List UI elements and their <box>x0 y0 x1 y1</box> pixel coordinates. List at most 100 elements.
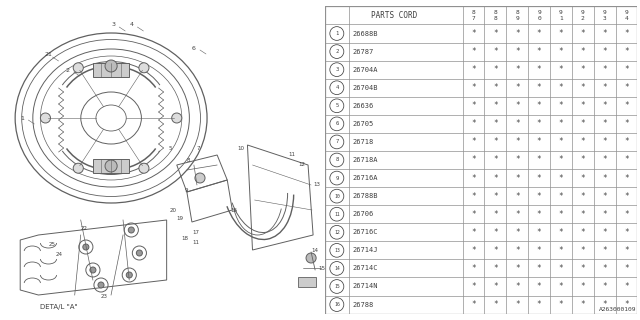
Text: *: * <box>537 101 541 110</box>
Text: 15: 15 <box>334 284 340 289</box>
Circle shape <box>40 113 51 123</box>
Text: 26788B: 26788B <box>352 193 378 199</box>
Text: *: * <box>602 264 607 273</box>
Text: *: * <box>471 156 476 164</box>
Text: *: * <box>537 83 541 92</box>
Text: *: * <box>537 300 541 309</box>
Text: *: * <box>559 29 563 38</box>
Circle shape <box>136 250 143 256</box>
Text: *: * <box>624 246 629 255</box>
Text: 26716A: 26716A <box>352 175 378 181</box>
Text: *: * <box>493 228 498 237</box>
Text: *: * <box>602 156 607 164</box>
Text: *: * <box>515 29 520 38</box>
Text: 26688B: 26688B <box>352 30 378 36</box>
Text: 10: 10 <box>334 194 340 199</box>
Text: *: * <box>493 282 498 291</box>
Text: *: * <box>537 65 541 74</box>
Text: 10: 10 <box>237 146 244 150</box>
Text: *: * <box>580 173 585 183</box>
Circle shape <box>73 63 83 73</box>
Text: 5: 5 <box>169 146 172 150</box>
Text: *: * <box>515 137 520 147</box>
Text: *: * <box>493 156 498 164</box>
Text: *: * <box>471 192 476 201</box>
Circle shape <box>98 282 104 288</box>
Text: *: * <box>493 192 498 201</box>
Text: 26636: 26636 <box>352 103 374 109</box>
Text: 9: 9 <box>625 10 628 15</box>
Circle shape <box>90 267 96 273</box>
Text: *: * <box>471 101 476 110</box>
Text: 26787: 26787 <box>352 49 374 55</box>
Text: *: * <box>559 119 563 128</box>
Text: *: * <box>602 192 607 201</box>
Text: 2: 2 <box>66 68 70 73</box>
Circle shape <box>73 163 83 173</box>
Text: DETA/L "A": DETA/L "A" <box>40 304 77 310</box>
Text: 3: 3 <box>111 22 115 28</box>
Text: *: * <box>559 282 563 291</box>
Text: *: * <box>559 173 563 183</box>
Text: *: * <box>624 101 629 110</box>
Text: *: * <box>602 210 607 219</box>
Circle shape <box>139 163 149 173</box>
Text: *: * <box>624 83 629 92</box>
Text: *: * <box>515 192 520 201</box>
Text: 26718A: 26718A <box>352 157 378 163</box>
Text: 6: 6 <box>335 121 339 126</box>
Text: 21: 21 <box>44 52 52 58</box>
Text: 15: 15 <box>318 266 325 270</box>
Text: *: * <box>624 228 629 237</box>
Text: *: * <box>537 137 541 147</box>
Text: *: * <box>537 29 541 38</box>
Text: *: * <box>580 47 585 56</box>
Text: 9: 9 <box>515 16 519 21</box>
Circle shape <box>172 113 182 123</box>
Text: *: * <box>580 228 585 237</box>
Bar <box>298 277 316 287</box>
Text: *: * <box>471 282 476 291</box>
Text: *: * <box>471 65 476 74</box>
Text: *: * <box>515 210 520 219</box>
Text: *: * <box>624 210 629 219</box>
Text: 16: 16 <box>230 207 237 212</box>
Text: 7: 7 <box>335 140 339 144</box>
Text: *: * <box>537 264 541 273</box>
Text: *: * <box>537 246 541 255</box>
Circle shape <box>105 60 117 72</box>
Text: 26788: 26788 <box>352 301 374 308</box>
Text: *: * <box>580 264 585 273</box>
Text: 24: 24 <box>56 252 63 258</box>
Text: *: * <box>580 282 585 291</box>
Text: *: * <box>493 65 498 74</box>
Text: *: * <box>580 300 585 309</box>
Text: 7: 7 <box>472 16 476 21</box>
Text: 26704B: 26704B <box>352 85 378 91</box>
Bar <box>93 159 129 173</box>
Text: 1: 1 <box>20 116 24 121</box>
Text: *: * <box>515 300 520 309</box>
Text: PARTS CORD: PARTS CORD <box>371 11 417 20</box>
Text: *: * <box>624 192 629 201</box>
Text: *: * <box>515 246 520 255</box>
Text: 19: 19 <box>177 215 184 220</box>
Text: 26714J: 26714J <box>352 247 378 253</box>
Circle shape <box>126 272 132 278</box>
Text: *: * <box>515 65 520 74</box>
Text: *: * <box>559 101 563 110</box>
Text: *: * <box>471 210 476 219</box>
Text: 26705: 26705 <box>352 121 374 127</box>
Text: *: * <box>624 29 629 38</box>
Text: *: * <box>493 300 498 309</box>
Text: 26716C: 26716C <box>352 229 378 235</box>
Text: *: * <box>493 264 498 273</box>
Text: 6: 6 <box>192 45 196 51</box>
Text: *: * <box>537 119 541 128</box>
Text: 8: 8 <box>493 16 497 21</box>
Text: 8: 8 <box>515 10 519 15</box>
Text: 11: 11 <box>288 153 295 157</box>
Circle shape <box>139 63 149 73</box>
Text: *: * <box>602 246 607 255</box>
Text: *: * <box>515 264 520 273</box>
